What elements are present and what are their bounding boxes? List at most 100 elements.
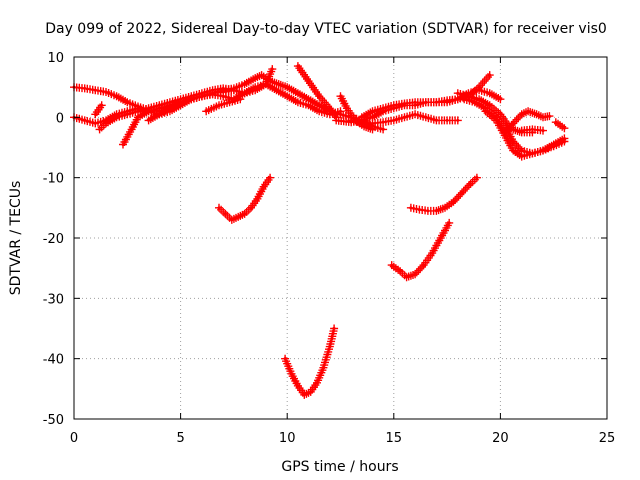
- data-point: [381, 106, 385, 110]
- series-19: [215, 173, 275, 224]
- data-point: [125, 112, 129, 116]
- data-point: [498, 112, 502, 116]
- data-point: [83, 86, 87, 90]
- data-point: [125, 100, 129, 104]
- data-point: [390, 263, 394, 267]
- data-point: [339, 109, 342, 113]
- data-point: [426, 209, 430, 213]
- data-point: [511, 127, 515, 131]
- data-point: [268, 79, 272, 83]
- data-point: [268, 176, 272, 180]
- series-7: [202, 95, 245, 116]
- data-point: [360, 121, 364, 125]
- data-point: [483, 109, 487, 113]
- data-point: [104, 90, 108, 94]
- data-point: [255, 197, 259, 201]
- series-17: [517, 125, 547, 135]
- y-tick-label: -50: [43, 413, 64, 428]
- data-point: [370, 127, 374, 131]
- data-point: [228, 100, 232, 104]
- data-point: [402, 115, 406, 119]
- data-point: [554, 120, 558, 124]
- data-point: [317, 94, 321, 98]
- data-point: [422, 263, 426, 267]
- data-point: [275, 88, 279, 92]
- data-point: [317, 103, 321, 107]
- data-point: [221, 88, 225, 92]
- data-point: [277, 82, 281, 86]
- data-point: [413, 272, 417, 276]
- data-point: [520, 149, 524, 153]
- data-point: [477, 88, 481, 92]
- data-point: [302, 393, 306, 397]
- data-point: [552, 144, 556, 148]
- data-point: [253, 76, 257, 80]
- data-point: [285, 94, 289, 98]
- data-point: [221, 94, 225, 98]
- data-point: [530, 127, 534, 131]
- data-point: [381, 120, 385, 124]
- data-point: [503, 130, 507, 134]
- series-15: [481, 107, 569, 161]
- x-tick-label: 10: [279, 431, 296, 446]
- axis-ticks: 0 5 10 15 20 25 10 0 -10 -20 -30 -40 -50: [43, 51, 616, 446]
- data-point: [511, 139, 515, 143]
- data-point: [285, 85, 289, 89]
- series-11: [347, 110, 462, 128]
- data-point: [562, 139, 566, 143]
- x-tick-label: 15: [386, 431, 403, 446]
- data-point: [243, 212, 247, 216]
- x-tick-label: 5: [176, 431, 184, 446]
- data-point: [136, 115, 140, 119]
- data-point: [434, 118, 438, 122]
- data-point: [236, 215, 240, 219]
- data-point: [460, 191, 464, 195]
- data-point: [520, 112, 524, 116]
- y-tick-label: -10: [43, 172, 64, 187]
- data-point: [345, 106, 349, 110]
- data-point: [398, 269, 402, 273]
- data-point: [157, 112, 161, 116]
- data-point: [547, 114, 551, 118]
- series-20: [281, 324, 339, 399]
- data-point: [349, 118, 353, 122]
- series-12: [357, 86, 505, 122]
- data-point: [315, 381, 319, 385]
- series-8: [293, 62, 341, 122]
- series-16: [500, 107, 554, 137]
- data-point: [535, 112, 539, 116]
- data-point: [405, 275, 409, 279]
- data-point: [447, 221, 451, 225]
- data-point: [562, 126, 566, 130]
- data-point: [456, 91, 460, 95]
- data-point: [488, 73, 492, 77]
- data-point: [434, 209, 438, 213]
- data-point: [309, 390, 313, 394]
- data-point: [317, 109, 321, 113]
- data-point: [488, 91, 492, 95]
- data-point: [520, 129, 524, 133]
- data-point: [243, 82, 247, 86]
- data-point: [424, 100, 428, 104]
- data-point: [223, 212, 227, 216]
- data-point: [505, 121, 509, 125]
- series-21: [387, 218, 454, 282]
- data-point: [434, 100, 438, 104]
- x-axis-label: GPS time / hours: [281, 459, 398, 475]
- data-point: [93, 112, 97, 116]
- data-point: [370, 109, 374, 113]
- data-point: [115, 94, 119, 98]
- data-point: [307, 97, 311, 101]
- data-point: [456, 97, 460, 101]
- data-point: [381, 127, 385, 131]
- data-point: [424, 115, 428, 119]
- data-point: [98, 127, 102, 131]
- data-point: [328, 112, 332, 116]
- data-point: [217, 103, 221, 107]
- data-point: [243, 91, 247, 95]
- data-point: [104, 121, 108, 125]
- data-point: [511, 149, 515, 153]
- x-tick-label: 20: [492, 431, 509, 446]
- data-point: [402, 101, 406, 105]
